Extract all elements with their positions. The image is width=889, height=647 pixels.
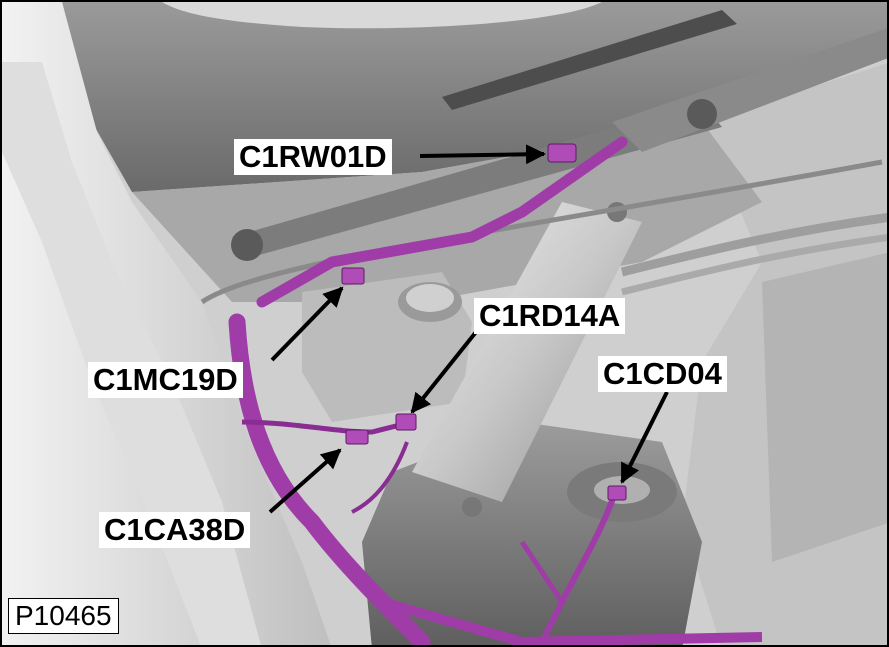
connector-c1rd14a [395,413,417,431]
right-inner-panel [762,252,887,562]
fender-edge [2,62,261,645]
arrow-c1rd14a [410,330,478,414]
wiper-arm-left [232,102,722,257]
left-fender [2,2,331,645]
brake-line-2 [620,213,887,277]
callout-c1mc19d: C1MC19D [88,362,243,398]
harness-lower [380,597,763,645]
callout-c1cd04: C1CD04 [598,356,727,392]
arrow-c1cd04 [620,391,669,484]
wiper-pivot-right [687,99,717,129]
wiper-blade-right [442,10,737,110]
harness-branch-2 [351,441,409,514]
figure-id-label: P10465 [8,598,119,634]
harness-strut [539,486,620,644]
wiper-arm-right [612,28,887,152]
callout-c1ca38d: C1CA38D [99,512,251,548]
arrow-c1mc19d [270,286,344,362]
arrow-c1rw01d [419,144,546,165]
wiper-pivot-left [231,229,263,261]
callout-c1rd14a: C1RD14A [474,298,626,334]
connector-c1mc19d [341,267,365,285]
brake-line-3 [621,234,887,296]
connector-c1rw01d [547,143,577,163]
harness-cowl [256,136,628,308]
windshield-reflection [162,2,602,29]
connector-c1cd04 [607,485,627,501]
arrow-c1ca38d [268,448,342,514]
callout-c1rw01d: C1RW01D [234,139,392,175]
connector-c1ca38d [345,429,369,445]
strut-brace [412,202,642,502]
